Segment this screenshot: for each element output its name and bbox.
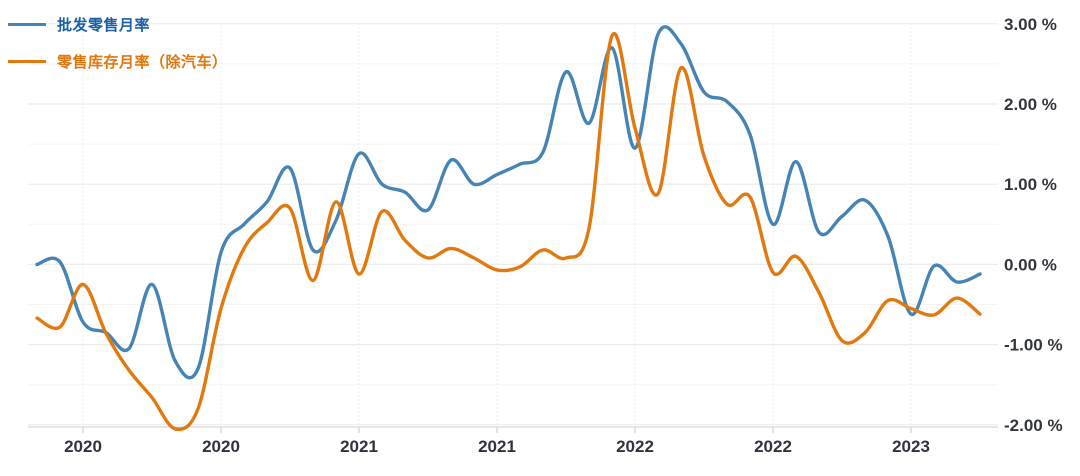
- x-axis-tick-label: 2022: [754, 437, 792, 456]
- y-axis-tick-label: 2.00 %: [1004, 95, 1057, 114]
- y-axis-tick-label: 3.00 %: [1004, 15, 1057, 34]
- x-axis-tick-label: 2021: [340, 437, 378, 456]
- retail-inventory-line-swatch: [8, 60, 46, 63]
- legend-item-retail-inventory[interactable]: 零售库存月率（除汽车）: [8, 51, 228, 72]
- x-axis-labels: 2020 2020 2021 2021 2022 2022 2023: [64, 437, 930, 456]
- minor-gridlines: [28, 63, 998, 386]
- series-lines: [35, 25, 982, 432]
- legend-label: 零售库存月率（除汽车）: [57, 54, 228, 71]
- wholesale-retail-line-swatch: [8, 23, 46, 26]
- legend-label: 批发零售月率: [57, 17, 151, 34]
- x-axis-tick-label: 2022: [616, 437, 654, 456]
- y-axis-tick-label: 0.00 %: [1004, 255, 1057, 274]
- x-axis-tick-label: 2023: [892, 437, 930, 456]
- x-axis-tick-label: 2020: [202, 437, 240, 456]
- y-axis-tick-label: 1.00 %: [1004, 175, 1057, 194]
- retail-inventory-line: [35, 31, 982, 432]
- vertical-gridlines: [82, 23, 912, 433]
- wholesale-retail-line: [35, 25, 982, 380]
- y-axis-tick-label: -1.00 %: [1004, 336, 1063, 355]
- x-axis-tick-label: 2021: [478, 437, 516, 456]
- y-axis-labels: 3.00 % 2.00 % 1.00 % 0.00 % -1.00 % -2.00 %: [1004, 15, 1063, 435]
- legend-item-wholesale-retail[interactable]: 批发零售月率: [8, 14, 150, 35]
- y-axis-tick-label: -2.00 %: [1004, 416, 1063, 435]
- x-axis-tick-label: 2020: [64, 437, 102, 456]
